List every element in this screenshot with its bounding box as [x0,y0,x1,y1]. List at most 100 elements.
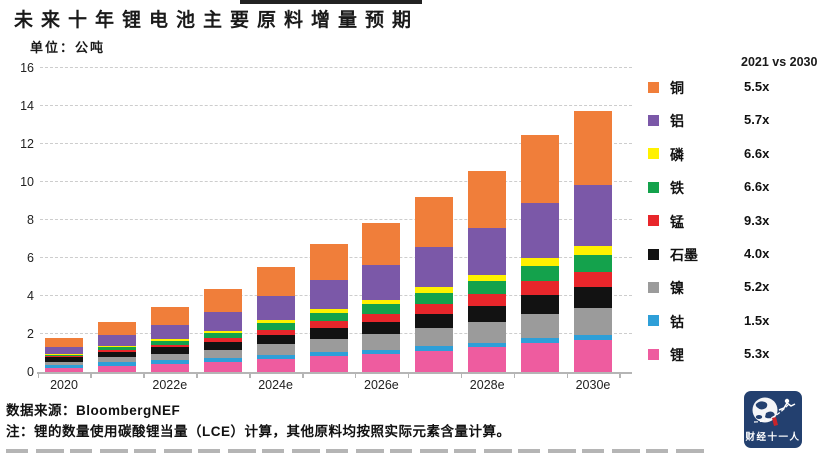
bar-2024e-segment-磷 [256,320,295,324]
y-axis-label-12: 12 [20,137,34,151]
bar-2025e-segment-磷 [309,309,348,314]
skater-icon [784,398,790,404]
bar-2027e-segment-铝 [415,246,454,288]
x-axis-label-2022e: 2022e [152,378,188,392]
bar-2030e-segment-锂 [574,340,612,372]
caijing-logo: 财经十一人 [744,391,802,448]
bar-2028e-segment-镍 [468,322,507,343]
legend-multiplier-锂: 5.3x [744,346,770,362]
bar-2025e-segment-石墨 [309,328,348,340]
cropped-bottom-text-strip [6,449,706,453]
bar-2021-segment-石墨 [97,351,136,357]
bar-2030e-segment-锰 [574,271,612,288]
legend-label-锂: 锂 [670,347,684,364]
x-axis-label-2020: 2020 [50,378,78,392]
bar-2026e-segment-锰 [362,313,401,323]
legend-swatch-铜 [648,81,659,93]
bar-2030e-segment-磷 [574,246,612,255]
bar-2020-segment-磷 [45,353,83,355]
legend-swatch-铝 [648,114,659,126]
bar-2028e-segment-磷 [468,274,507,282]
legend-label-镍: 镍 [670,280,684,297]
legend-label-铁: 铁 [670,180,684,197]
bar-2027e-segment-锰 [415,303,454,314]
bar-2026e-segment-锂 [362,353,401,372]
bar-2022e-segment-铁 [150,341,189,345]
x-axis-label-2028e: 2028e [469,378,505,392]
legend-label-石墨: 石墨 [670,247,698,263]
legend-label-铝: 铝 [670,113,684,130]
x-axis-tick [143,373,145,378]
legend-multiplier-石墨: 4.0x [744,246,770,261]
bar-2024e-segment-铝 [256,296,295,321]
gridline-16 [40,67,632,68]
legend-swatch-钴 [648,315,659,327]
bar-2024e-segment-石墨 [256,335,295,345]
y-axis-label-4: 4 [27,289,34,303]
bar-2025e-segment-锂 [309,356,348,372]
bar-2021-segment-锰 [97,349,136,352]
bar-2021-segment-铁 [97,347,136,350]
bar-2023e-segment-钴 [203,357,242,362]
x-axis-tick [513,373,516,378]
bar-2028e-segment-石墨 [468,305,507,323]
bar-2028e-segment-钴 [468,342,507,348]
cropped-top-text-strip [240,0,422,4]
red-ribbon [772,417,778,426]
bar-2024e-segment-镍 [256,344,295,356]
bar-2020-segment-镍 [45,361,83,366]
x-axis-tick [619,373,621,378]
bar-2022e-segment-铜 [150,307,189,325]
x-axis-tick [407,373,410,378]
bar-2026e-segment-镍 [362,334,401,350]
legend-multiplier-铜: 5.5x [744,79,770,94]
bar-2029e-segment-镍 [521,313,560,338]
legend-label-钴: 钴 [670,313,684,330]
bar-2029e-segment-钴 [521,337,560,344]
legend-multiplier-镍: 5.2x [744,279,770,295]
legend-swatch-石墨 [648,248,659,260]
x-axis-tick [90,373,92,378]
bar-2029e-segment-铝 [521,202,560,258]
bar-2027e-segment-镍 [415,328,454,346]
legend-label-铜: 铜 [670,80,684,96]
bar-2026e-segment-铝 [362,265,401,300]
bar-2020-segment-钴 [45,365,83,369]
bar-2022e-segment-磷 [150,339,189,342]
legend-swatch-磷 [648,148,659,160]
bar-2029e-segment-铜 [521,135,560,203]
y-axis-label-2: 2 [27,327,34,341]
x-axis-tick [37,373,39,378]
bar-2022e-segment-锰 [150,344,189,348]
gridline-12 [40,143,632,144]
bar-2022e-segment-钴 [150,360,189,365]
bar-2028e-segment-铝 [468,228,507,275]
bar-2026e-segment-磷 [362,299,401,305]
x-axis-tick [460,373,463,378]
bar-2028e-segment-锰 [468,294,507,306]
bar-2024e-segment-锂 [256,359,295,372]
caijing-logo-graphic: 财经十一人 [744,391,802,448]
bar-2023e-segment-铜 [203,289,242,313]
bar-2024e-segment-锰 [256,329,295,336]
bar-2026e-segment-石墨 [362,322,401,335]
bar-2028e-segment-锂 [468,347,507,372]
bar-2027e-segment-钴 [415,345,454,351]
bar-2027e-segment-锂 [415,350,454,372]
bar-2025e-segment-镍 [309,339,348,353]
y-axis-label-14: 14 [20,99,34,113]
bar-2023e-segment-铁 [203,333,242,339]
x-axis-line [37,372,632,374]
legend-multiplier-钴: 1.5x [744,312,770,328]
bar-2020-segment-石墨 [45,357,83,362]
bar-2020-segment-铝 [45,346,83,354]
bar-2023e-segment-铝 [203,312,242,331]
gridline-14 [40,105,632,106]
x-axis-tick [566,373,568,378]
bar-2023e-segment-锂 [203,361,242,372]
bar-2021-segment-铜 [97,321,136,336]
bar-2027e-segment-铁 [415,292,454,304]
bar-2021-segment-锂 [97,365,136,372]
bar-2029e-segment-锂 [521,343,560,372]
bar-2027e-segment-磷 [415,287,454,293]
